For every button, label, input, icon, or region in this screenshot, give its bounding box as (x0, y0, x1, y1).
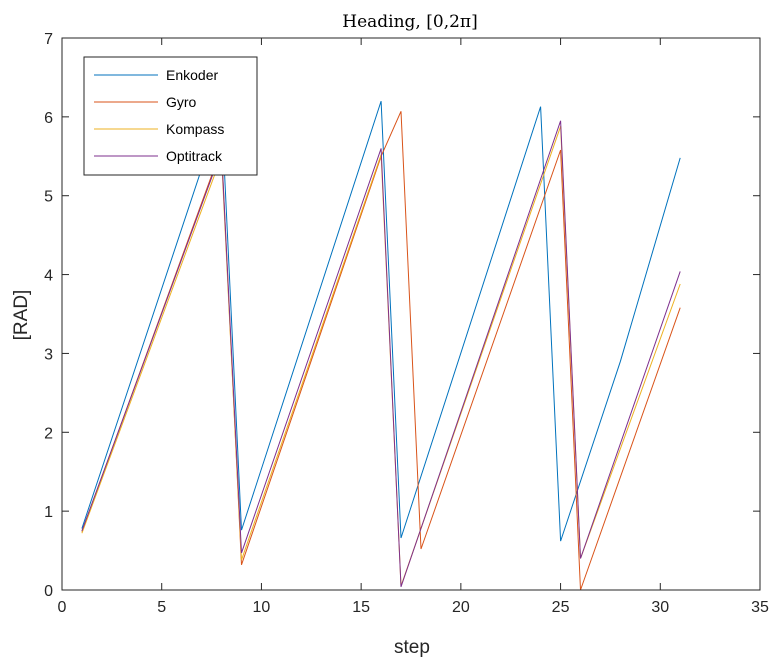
axes: 0 5 10 15 20 25 30 35 0 1 2 3 4 5 6 7 (44, 31, 769, 616)
legend-label-gyro: Gyro (166, 94, 197, 110)
y-tick-label: 2 (44, 425, 53, 442)
y-tick-label: 5 (44, 189, 53, 206)
y-axis-label: [RAD] (11, 290, 32, 341)
legend-label-optitrack: Optitrack (166, 148, 223, 164)
y-tick-label: 3 (44, 346, 53, 363)
legend-label-kompass: Kompass (166, 121, 224, 137)
x-tick-label: 15 (352, 599, 370, 616)
series-line-enkoder (81, 100, 681, 542)
legend: Enkoder Gyro Kompass Optitrack (83, 56, 258, 176)
y-tick-label: 1 (44, 504, 53, 521)
x-axis-label: step (394, 637, 430, 658)
y-tick-label: 7 (44, 31, 53, 48)
chart-title: Heading, [0,2π] (342, 12, 477, 32)
legend-box (83, 56, 258, 176)
series-line-optitrack (81, 120, 681, 587)
y-tick-label: 6 (44, 110, 53, 127)
y-tick-label: 0 (44, 583, 53, 600)
x-tick-label: 35 (751, 599, 769, 616)
x-tick-label: 0 (58, 599, 67, 616)
x-tick-label: 30 (651, 599, 669, 616)
axes-box (61, 37, 761, 591)
y-tick-label: 4 (44, 268, 53, 285)
series-lines (81, 100, 681, 591)
x-tick-label: 5 (157, 599, 166, 616)
x-tick-label: 10 (253, 599, 271, 616)
x-tick-label: 20 (452, 599, 470, 616)
x-tick-label: 25 (552, 599, 570, 616)
legend-label-enkoder: Enkoder (166, 67, 218, 83)
